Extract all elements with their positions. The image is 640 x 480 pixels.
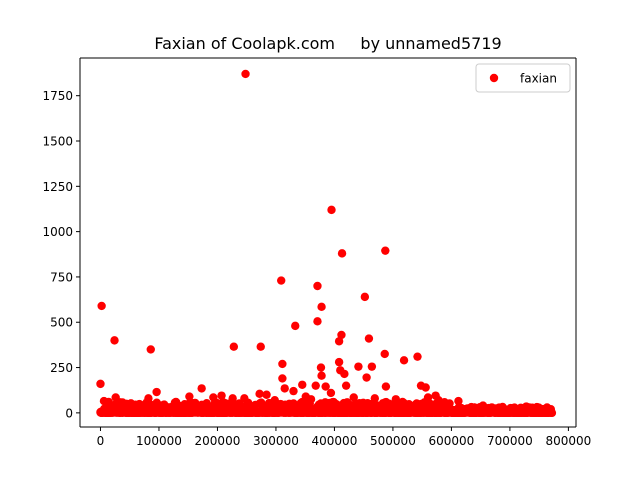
data-point-band — [366, 401, 376, 410]
data-point-band — [210, 401, 219, 410]
x-tick-label: 600000 — [429, 434, 475, 448]
data-point — [434, 395, 443, 405]
y-tick-label: 750 — [50, 270, 73, 284]
data-point — [381, 246, 390, 255]
data-point — [340, 369, 349, 379]
data-point — [104, 397, 113, 407]
data-point — [334, 337, 344, 346]
data-point — [280, 384, 289, 393]
data-point — [327, 205, 336, 215]
data-point — [96, 379, 105, 389]
data-point — [270, 395, 279, 405]
x-tick-label: 700000 — [487, 434, 533, 448]
data-point — [321, 382, 330, 391]
data-point — [229, 342, 239, 351]
data-point — [370, 394, 379, 403]
data-point — [317, 302, 326, 312]
x-tick-label: 800000 — [545, 434, 591, 448]
data-point-band — [404, 400, 414, 409]
data-point — [364, 334, 374, 343]
data-point-band — [150, 401, 159, 411]
y-tick-label: 250 — [50, 361, 73, 375]
data-point — [423, 393, 433, 402]
chart-title: Faxian of Coolapk.com by unnamed5719 — [154, 34, 501, 53]
data-point — [337, 330, 346, 340]
data-point — [313, 317, 322, 326]
x-tick-label: 200000 — [195, 434, 241, 448]
data-point — [240, 394, 249, 403]
y-tick-label: 500 — [50, 316, 73, 330]
data-point — [391, 395, 401, 404]
data-point — [277, 276, 286, 285]
data-point — [144, 394, 153, 403]
legend-label: faxian — [520, 72, 557, 86]
data-point — [262, 390, 271, 399]
y-tick-label: 1250 — [42, 180, 73, 194]
data-point — [367, 362, 377, 371]
x-tick-label: 0 — [97, 434, 105, 448]
data-point — [349, 393, 358, 402]
data-point — [522, 402, 531, 411]
data-point — [301, 392, 310, 401]
data-point — [311, 381, 320, 390]
data-point — [546, 405, 556, 414]
data-point — [421, 383, 430, 392]
data-point — [146, 345, 155, 354]
data-point — [337, 249, 347, 258]
x-tick-label: 500000 — [370, 434, 416, 448]
data-point — [111, 393, 120, 402]
data-point — [97, 301, 106, 311]
legend-box — [475, 63, 571, 93]
x-tick-label: 400000 — [312, 434, 358, 448]
x-tick-label: 100000 — [136, 434, 182, 448]
data-point — [217, 391, 226, 400]
plot-area — [96, 69, 557, 418]
legend-marker — [489, 73, 499, 83]
data-point — [171, 397, 181, 407]
data-point — [360, 292, 370, 302]
data-point — [381, 382, 391, 391]
data-point-band — [289, 399, 298, 408]
data-point-band — [322, 401, 331, 410]
legend: faxian — [475, 63, 571, 93]
data-point — [185, 392, 194, 401]
data-point-band — [355, 398, 364, 408]
data-point-band — [160, 400, 169, 409]
data-point — [228, 394, 237, 403]
data-point — [209, 393, 218, 402]
data-point — [110, 336, 119, 345]
data-point — [380, 349, 389, 359]
data-point — [478, 401, 488, 410]
data-point — [241, 69, 250, 79]
data-point — [289, 386, 298, 396]
axes: 0 100000 200000 300000 400000 500000 600000 700… — [42, 57, 591, 448]
data-point — [316, 363, 326, 372]
data-point — [399, 356, 409, 365]
data-point — [152, 387, 161, 397]
data-point — [278, 359, 287, 369]
data-point — [298, 380, 307, 389]
data-point — [341, 381, 351, 390]
data-point — [413, 352, 422, 361]
data-point — [362, 373, 371, 382]
data-point — [197, 384, 206, 393]
data-point — [278, 374, 287, 383]
y-tick-label: 1500 — [42, 135, 73, 149]
data-point — [317, 371, 326, 380]
data-point — [256, 342, 265, 351]
y-tick-label: 0 — [65, 406, 73, 420]
x-tick-label: 300000 — [253, 434, 299, 448]
y-tick-label: 1750 — [42, 89, 73, 103]
data-point — [255, 389, 264, 399]
data-point — [313, 281, 322, 291]
data-point — [454, 396, 463, 406]
data-point — [354, 362, 363, 371]
data-point — [291, 321, 300, 331]
y-tick-label: 1000 — [42, 225, 73, 239]
data-point — [334, 357, 344, 367]
data-point — [326, 388, 336, 398]
